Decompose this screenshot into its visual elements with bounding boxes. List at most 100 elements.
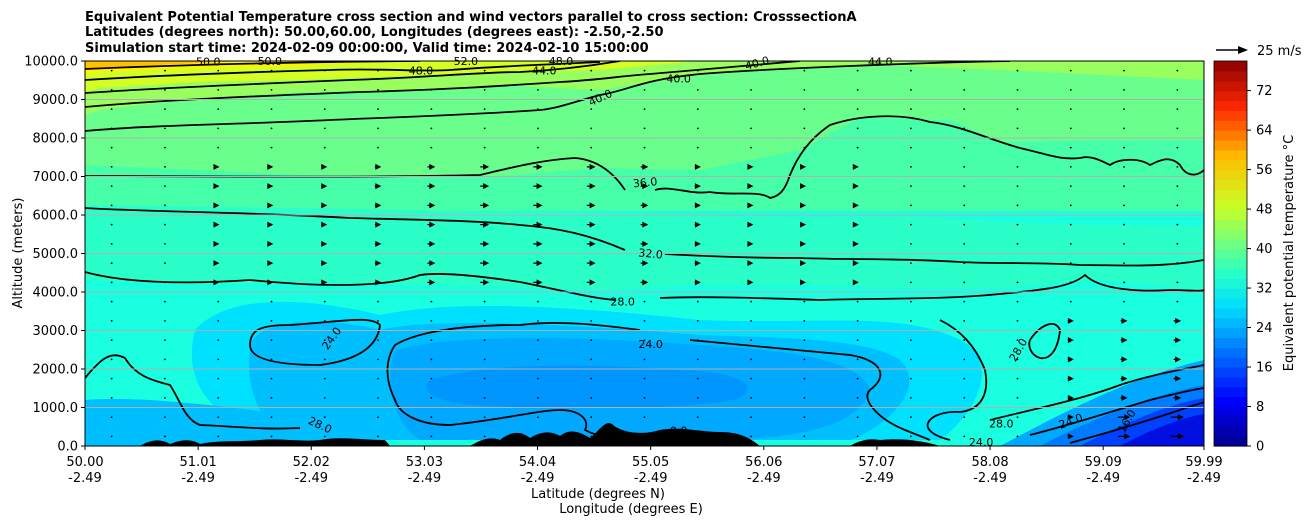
wind-vector-head bbox=[321, 221, 328, 228]
wind-vector bbox=[750, 69, 752, 72]
wind-vector bbox=[963, 262, 966, 265]
wind-vector bbox=[270, 300, 273, 303]
wind-vector-head bbox=[589, 240, 596, 247]
wind-vector-head bbox=[852, 279, 859, 286]
wind-vector-head bbox=[800, 183, 807, 190]
wind-vector bbox=[110, 146, 113, 149]
x-tick-label-lon: -2.49 bbox=[1086, 471, 1120, 486]
wind-vector-head bbox=[800, 240, 807, 247]
wind-vector bbox=[590, 358, 593, 361]
x-tick-label-lon: -2.49 bbox=[521, 471, 555, 486]
wind-vector bbox=[377, 435, 379, 438]
wind-vector bbox=[110, 416, 113, 419]
wind-vector bbox=[910, 339, 912, 342]
wind-vector-head bbox=[483, 221, 490, 228]
wind-vector bbox=[483, 300, 486, 303]
colorbar-tick-label: 8 bbox=[1256, 400, 1264, 415]
wind-vector bbox=[1176, 204, 1179, 207]
wind-vector bbox=[1016, 300, 1019, 303]
wind-vector bbox=[1016, 146, 1019, 149]
x-tick-label-lon: -2.49 bbox=[634, 471, 668, 486]
wind-vector bbox=[1069, 204, 1072, 207]
wind-vector bbox=[803, 88, 806, 91]
wind-vector bbox=[1176, 108, 1179, 111]
wind-vector bbox=[1123, 88, 1125, 91]
wind-vector-head bbox=[694, 260, 701, 267]
wind-vector bbox=[910, 435, 912, 438]
colorbar-band bbox=[1214, 70, 1247, 82]
wind-vector bbox=[110, 435, 113, 438]
wind-vector bbox=[483, 358, 486, 361]
wind-vector-head bbox=[747, 279, 754, 286]
wind-vector bbox=[856, 108, 859, 111]
wind-vector bbox=[164, 146, 166, 149]
wind-vector bbox=[323, 358, 326, 361]
wind-vector-head bbox=[1124, 414, 1131, 421]
wind-vector bbox=[963, 127, 966, 130]
colorbar-band bbox=[1214, 90, 1247, 102]
wind-vector bbox=[963, 300, 966, 303]
colorbar-band bbox=[1214, 367, 1247, 378]
wind-vector bbox=[110, 242, 113, 245]
colorbar-band bbox=[1214, 238, 1247, 250]
wind-vector-head bbox=[429, 163, 436, 170]
colorbar-band bbox=[1214, 288, 1247, 299]
colorbar-band bbox=[1214, 307, 1247, 319]
wind-vector-head bbox=[800, 279, 807, 286]
wind-vector bbox=[856, 127, 859, 130]
wind-vector-head bbox=[429, 183, 436, 190]
contour-label: 32.0 bbox=[638, 246, 664, 261]
contour-line-28-e bbox=[926, 319, 988, 441]
wind-vector-head bbox=[1175, 375, 1182, 382]
wind-vector bbox=[750, 339, 752, 342]
wind-vector-head bbox=[1175, 394, 1182, 401]
wind-vector bbox=[696, 416, 699, 419]
wind-vector-head bbox=[213, 163, 220, 170]
colorbar-band bbox=[1214, 159, 1247, 171]
wind-vectors bbox=[110, 69, 1184, 440]
wind-vector bbox=[217, 435, 220, 438]
wind-vector bbox=[377, 377, 379, 380]
wind-vector bbox=[217, 108, 220, 111]
colorbar-band bbox=[1214, 209, 1247, 220]
wind-vector bbox=[910, 242, 912, 245]
wind-vector bbox=[483, 127, 486, 130]
y-tick-label: 0.0 bbox=[57, 440, 78, 455]
wind-vector bbox=[856, 396, 859, 399]
wind-vector bbox=[750, 396, 752, 399]
wind-vector bbox=[483, 416, 486, 419]
colorbar-band bbox=[1214, 179, 1247, 190]
wind-vector-head bbox=[1067, 317, 1074, 324]
wind-vector bbox=[803, 69, 806, 72]
x-axis-label-2: Longitude (degrees E) bbox=[559, 502, 703, 517]
wind-vector bbox=[323, 146, 326, 149]
wind-vector bbox=[270, 358, 273, 361]
wind-vector bbox=[323, 396, 326, 399]
wind-vector-head bbox=[267, 240, 274, 247]
wind-vector bbox=[537, 339, 539, 342]
wind-vector-head bbox=[747, 202, 754, 209]
colorbar-band bbox=[1214, 258, 1247, 269]
wind-vector bbox=[1016, 262, 1019, 265]
wind-vector bbox=[1016, 204, 1019, 207]
wind-vector bbox=[483, 108, 486, 111]
wind-vector bbox=[270, 69, 273, 72]
wind-vector bbox=[1016, 69, 1019, 72]
wind-vector bbox=[270, 435, 273, 438]
wind-vector-head bbox=[800, 221, 807, 228]
wind-vector-head bbox=[800, 260, 807, 267]
wind-vector bbox=[1123, 146, 1125, 149]
colorbar-band bbox=[1214, 130, 1247, 141]
wind-vector bbox=[164, 262, 166, 265]
colorbar-band bbox=[1214, 376, 1247, 388]
contour-label: 36.0 bbox=[632, 175, 658, 190]
wind-vector-head bbox=[694, 279, 701, 286]
wind-vector bbox=[164, 223, 166, 226]
wind-vector bbox=[164, 185, 166, 188]
wind-vector-head bbox=[642, 260, 649, 267]
contour-label: 28.0 bbox=[989, 418, 1014, 431]
x-tick-label-lat: 50.00 bbox=[66, 455, 103, 470]
wind-vector-head bbox=[747, 183, 754, 190]
wind-vector bbox=[430, 435, 433, 438]
wind-vector bbox=[750, 300, 752, 303]
